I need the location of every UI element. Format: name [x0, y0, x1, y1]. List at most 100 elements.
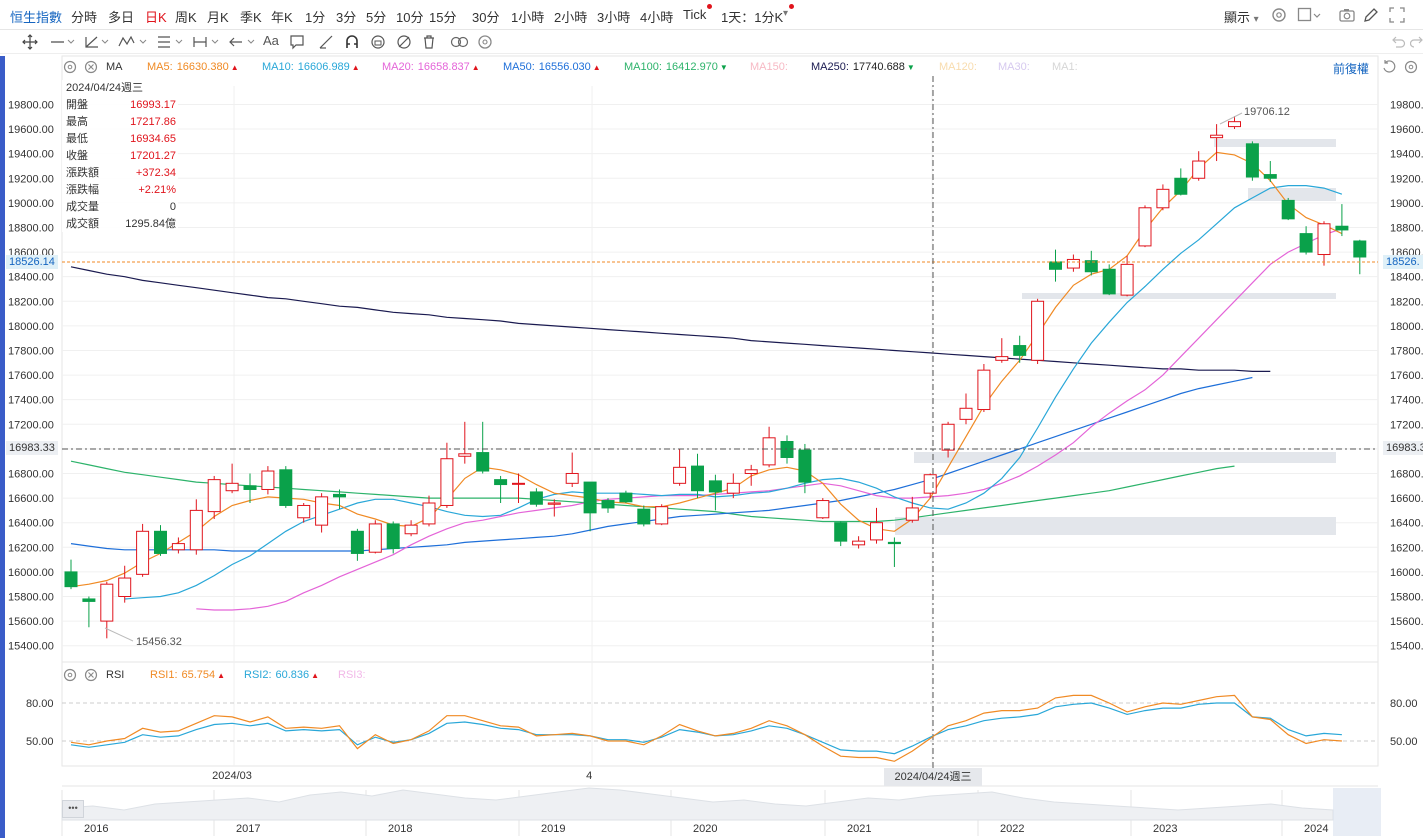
lock-icon[interactable]	[370, 34, 386, 50]
ma-legend-item[interactable]: MA10: 16606.989 ▲	[262, 61, 360, 73]
ma-legend-item[interactable]: MA120:	[939, 61, 981, 73]
period-tab[interactable]: 1小時	[511, 10, 545, 25]
y-tick-label-right: 18800.00	[1390, 222, 1423, 234]
candle	[1031, 298, 1045, 365]
ma-legend-item[interactable]: MA100: 16412.970 ▼	[624, 61, 728, 73]
rsi-legend-item[interactable]: RSI3:	[338, 669, 370, 681]
display-dropdown[interactable]: 顯示 ▾	[1224, 7, 1259, 26]
period-tab[interactable]: 3小時	[597, 10, 631, 25]
period-tab[interactable]: 4小時	[640, 10, 674, 25]
info-row: 最高 17217.86	[62, 114, 178, 131]
navigator-window[interactable]	[1333, 788, 1381, 836]
candle	[870, 507, 883, 544]
layout-square-icon[interactable]	[1297, 6, 1323, 24]
settings-icon[interactable]	[62, 667, 78, 683]
camera-icon[interactable]	[1338, 6, 1356, 24]
notification-dot	[707, 4, 712, 9]
undo-icon[interactable]	[1390, 34, 1406, 50]
candle-body	[887, 541, 901, 545]
period-tab[interactable]: 多日	[108, 10, 135, 25]
y-tick-label-right: 19400.00	[1390, 149, 1423, 161]
adjust-button[interactable]: 前復權	[1333, 62, 1370, 76]
rsi-legend-item[interactable]: RSI2: 60.836 ▲	[244, 669, 319, 681]
period-tab[interactable]: 15分	[429, 10, 457, 25]
y-tick-label-left: 15800.00	[8, 591, 54, 603]
magnet-icon[interactable]	[344, 34, 360, 50]
candle-body	[941, 423, 955, 451]
wave-icon[interactable]	[118, 34, 150, 50]
close-icon[interactable]	[83, 59, 99, 75]
layers-icon[interactable]	[450, 34, 470, 50]
rsi-legend-item[interactable]: RSI1: 65.754 ▲	[150, 669, 225, 681]
close-icon[interactable]	[83, 667, 99, 683]
info-key: 成交量	[66, 201, 99, 213]
period-tab[interactable]: 日K	[145, 10, 167, 25]
ruler-icon[interactable]	[318, 34, 334, 50]
eye-off-icon[interactable]	[396, 34, 412, 50]
period-tab[interactable]: 2小時	[554, 10, 588, 25]
crosshair-icon[interactable]	[22, 34, 38, 50]
candle-body	[1317, 223, 1331, 256]
ma-legend-item[interactable]: MA1:	[1052, 61, 1082, 73]
trash-icon[interactable]	[421, 34, 437, 50]
info-key: 最低	[66, 133, 88, 145]
y-tick-label-right: 18400.00	[1390, 272, 1423, 284]
info-row: 漲跌幅 +2.21%	[62, 182, 178, 199]
period-tab[interactable]: Tick	[683, 7, 707, 22]
navigator-handle-left[interactable]: •••	[62, 800, 84, 818]
period-tab[interactable]: 季K	[240, 10, 262, 25]
period-tab[interactable]: 年K	[271, 10, 293, 25]
candle-body	[726, 482, 740, 494]
ma-legend-item[interactable]: MA5: 16630.380 ▲	[147, 61, 239, 73]
settings-icon[interactable]	[1403, 59, 1419, 75]
channel-icon[interactable]	[156, 34, 186, 50]
period-tab[interactable]: 3分	[336, 10, 357, 25]
candle	[1281, 197, 1295, 221]
rsi-lines	[62, 694, 1378, 762]
note-icon[interactable]	[289, 34, 305, 50]
period-tab[interactable]: 30分	[472, 10, 500, 25]
fullscreen-icon[interactable]	[1388, 6, 1406, 24]
candle-body	[315, 496, 329, 526]
ma-legend-item[interactable]: MA250: 17740.688 ▼	[811, 61, 915, 73]
text-icon[interactable]: Aa	[263, 33, 279, 48]
ma-legend-item[interactable]: MA30:	[998, 61, 1034, 73]
candle-body	[494, 479, 508, 486]
settings-icon[interactable]	[62, 59, 78, 75]
period-tab[interactable]: 分時	[71, 10, 98, 25]
info-value: 16993.17	[130, 99, 176, 111]
line-icon[interactable]	[50, 34, 78, 50]
y-tick-label-left: 16800.00	[8, 468, 54, 480]
period-tab[interactable]: 1天：1分K	[721, 10, 784, 25]
period-tab[interactable]: 10分	[396, 10, 424, 25]
navigator-year-label: 2016	[84, 823, 109, 835]
chevron-down-icon[interactable]: ▾	[783, 8, 789, 19]
candle	[440, 442, 454, 508]
symbol-title[interactable]: 恒生指數	[10, 10, 63, 25]
period-tab[interactable]: 1分	[305, 10, 326, 25]
arrow-icon[interactable]	[228, 34, 258, 50]
x-axis-label: 4	[586, 770, 593, 782]
y-tick-label-right: 15800.00	[1390, 591, 1423, 603]
candle	[834, 521, 848, 547]
candle-body	[207, 479, 221, 513]
candle	[118, 565, 132, 603]
candle	[512, 473, 525, 504]
ma-name: MA10:	[262, 61, 294, 73]
measure-icon[interactable]	[192, 34, 222, 50]
candle-body	[1281, 199, 1295, 220]
ma-legend-item[interactable]: MA50: 16556.030 ▲	[503, 61, 601, 73]
redo-icon[interactable]	[1410, 34, 1423, 50]
period-tab[interactable]: 月K	[207, 10, 229, 25]
period-tab[interactable]: 5分	[366, 10, 387, 25]
trend-icon[interactable]	[84, 34, 112, 50]
settings-icon[interactable]	[477, 34, 493, 50]
candle	[744, 464, 758, 486]
gear-icon[interactable]	[1270, 6, 1288, 24]
reset-icon[interactable]	[1381, 59, 1397, 75]
ma-legend-item[interactable]: MA150:	[750, 61, 792, 73]
pencil-icon[interactable]	[1362, 6, 1380, 24]
ma-legend-item[interactable]: MA20: 16658.837 ▲	[382, 61, 480, 73]
period-tab[interactable]: 周K	[175, 10, 197, 25]
